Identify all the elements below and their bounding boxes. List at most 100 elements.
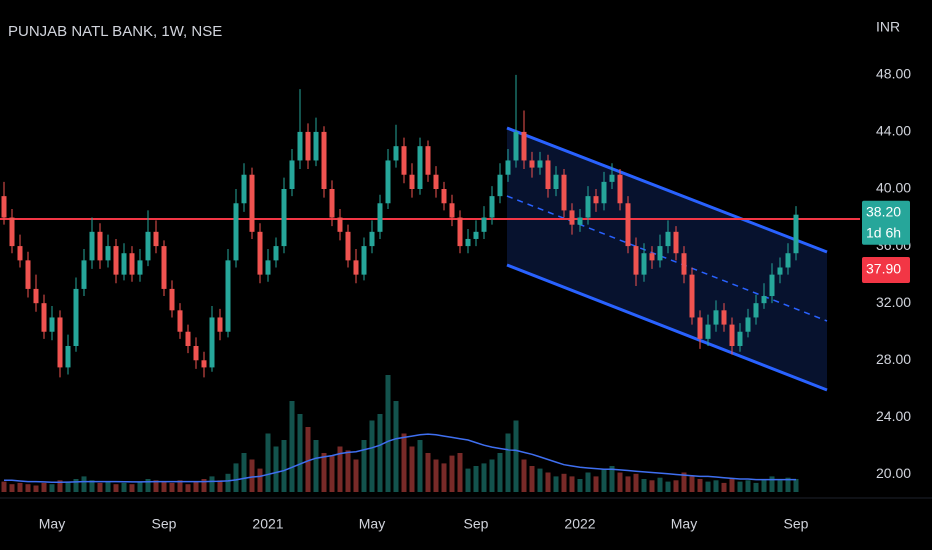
candle-body [729, 324, 735, 346]
candle-body [329, 189, 335, 218]
candle-body [585, 196, 591, 218]
volume-bar [33, 485, 39, 492]
candle-body [57, 317, 63, 368]
candle-body [321, 131, 327, 189]
volume-bar [25, 484, 31, 492]
volume-bar [217, 480, 223, 492]
volume-bar [481, 463, 487, 492]
price-pane [0, 74, 860, 392]
candle-body [289, 160, 295, 189]
candle-body [537, 160, 543, 168]
candle-body [473, 231, 479, 239]
candle-body [105, 246, 111, 261]
volume-bar [737, 481, 743, 492]
volume-bar [209, 476, 215, 492]
volume-bar [561, 473, 567, 492]
volume-bar [161, 481, 167, 492]
volume-bar [769, 476, 775, 492]
volume-ma-line [4, 433, 796, 483]
volume-bar [233, 463, 239, 492]
candle-body [425, 146, 431, 175]
last-price-label: 38.20 [866, 203, 901, 219]
candle-body [33, 288, 39, 304]
candle-body [153, 231, 159, 247]
candle-body [65, 346, 71, 368]
volume-bar [97, 482, 103, 492]
candle-body [577, 217, 583, 225]
volume-bar [297, 414, 303, 492]
volume-bar [145, 479, 151, 492]
candle-body [305, 131, 311, 161]
volume-bar [41, 482, 47, 492]
volume-bar [105, 481, 111, 492]
candle-body [505, 160, 511, 175]
candle-body [249, 174, 255, 232]
volume-bar [505, 433, 511, 492]
volume-bar [57, 480, 63, 492]
volume-bar [633, 473, 639, 492]
volume-bar [353, 459, 359, 492]
volume-bar [569, 476, 575, 492]
volume-bar [337, 446, 343, 492]
y-tick-label: 48.00 [876, 66, 911, 82]
candle-body [129, 253, 135, 275]
volume-bar [273, 446, 279, 492]
candle-body [721, 310, 727, 325]
volume-bar [369, 420, 375, 492]
candle-body [441, 189, 447, 204]
x-tick-label: Sep [784, 516, 809, 532]
candle-body [609, 174, 615, 182]
volume-bar [137, 481, 143, 492]
candle-body [169, 288, 175, 311]
candle-body [633, 246, 639, 275]
volume-bar [425, 453, 431, 492]
y-tick-label: 24.00 [876, 408, 911, 424]
channel-lower [506, 263, 828, 392]
candle-body [497, 174, 503, 197]
candle-body [385, 160, 391, 204]
volume-bar [225, 473, 231, 492]
volume-bar [249, 459, 255, 492]
candle-body [665, 231, 671, 247]
candle-body [25, 260, 31, 289]
volume-bar [617, 472, 623, 492]
candle-body [353, 260, 359, 275]
candle-body [753, 303, 759, 318]
candle-body [97, 231, 103, 261]
axis-unit: INR [876, 19, 900, 35]
candle-body [177, 310, 183, 332]
candle-body [465, 238, 471, 247]
candle-body [593, 196, 599, 204]
candle-body [361, 246, 367, 275]
volume-bar [65, 481, 71, 492]
x-tick-label: May [39, 516, 65, 532]
volume-bar [345, 450, 351, 492]
volume-bar [417, 440, 423, 492]
volume-bar [793, 479, 799, 492]
volume-pane [1, 375, 799, 492]
candle-body [649, 253, 655, 261]
countdown-label: 1d 6h [866, 224, 901, 240]
volume-bar [313, 440, 319, 492]
candle-body [193, 346, 199, 361]
candle-body [241, 174, 247, 204]
candle-body [761, 296, 767, 304]
volume-bar [265, 433, 271, 492]
candle-body [345, 231, 351, 261]
candle-body [705, 324, 711, 339]
candle-body [185, 331, 191, 346]
volume-bar [281, 440, 287, 492]
candle-body [409, 174, 415, 189]
channel-upper [506, 126, 828, 254]
volume-bar [193, 481, 199, 492]
candle-body [281, 189, 287, 247]
candle-body [617, 174, 623, 204]
volume-bar [577, 479, 583, 492]
volume-bar [593, 476, 599, 492]
candle-body [641, 253, 647, 275]
candle-body [145, 231, 151, 261]
volume-bar [497, 453, 503, 492]
y-tick-label: 44.00 [876, 123, 911, 139]
candle-body [49, 317, 55, 332]
